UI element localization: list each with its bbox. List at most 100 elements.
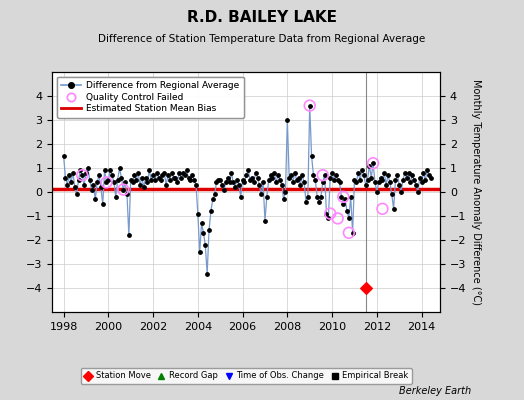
Point [304,194,312,200]
Point [391,177,400,183]
Point [328,170,336,176]
Point [389,206,398,212]
Point [145,167,154,174]
Point [72,191,81,198]
Point [341,196,350,202]
Point [136,182,144,188]
Point [274,172,282,178]
Point [276,177,284,183]
Point [65,172,73,178]
Point [384,172,392,178]
Point [205,227,213,234]
Point [339,201,347,207]
Point [121,179,129,186]
Point [89,182,97,188]
Point [298,172,307,178]
Point [369,160,377,166]
Point [311,177,320,183]
Point [85,177,94,183]
Point [402,174,411,181]
Point [164,172,172,178]
Point [194,210,202,217]
Point [71,184,79,190]
Point [117,174,126,181]
Point [156,177,165,183]
Point [393,172,401,178]
Point [223,174,232,181]
Point [102,179,111,186]
Point [296,182,304,188]
Point [337,194,346,200]
Point [162,182,170,188]
Point [278,182,286,188]
Point [308,153,316,159]
Point [413,189,422,195]
Point [130,172,139,178]
Point [206,208,215,214]
Point [365,162,374,169]
Point [412,182,420,188]
Point [265,177,273,183]
Point [82,170,90,176]
Text: Berkeley Earth: Berkeley Earth [399,386,472,396]
Point [203,270,211,277]
Point [343,208,351,214]
Point [248,174,256,181]
Point [125,232,133,238]
Point [354,170,363,176]
Point [287,172,295,178]
Text: Difference of Station Temperature Data from Regional Average: Difference of Station Temperature Data f… [99,34,425,44]
Point [181,172,189,178]
Legend: Station Move, Record Gap, Time of Obs. Change, Empirical Break: Station Move, Record Gap, Time of Obs. C… [81,368,412,384]
Point [309,172,318,178]
Point [149,172,157,178]
Point [367,174,375,181]
Point [302,198,310,205]
Point [244,167,253,174]
Point [220,186,228,193]
Point [270,170,278,176]
Point [246,177,254,183]
Point [339,194,347,200]
Point [427,174,435,181]
Point [249,179,258,186]
Point [201,242,210,248]
Point [177,174,185,181]
Point [330,177,338,183]
Point [123,191,131,198]
Point [175,170,183,176]
Point [333,215,342,222]
Point [421,177,430,183]
Point [63,182,71,188]
Point [119,186,127,193]
Point [80,182,89,188]
Point [190,177,198,183]
Point [231,184,239,190]
Point [95,172,103,178]
Point [216,177,224,183]
Point [78,172,86,178]
Point [102,179,111,186]
Point [61,174,70,181]
Y-axis label: Monthly Temperature Anomaly Difference (°C): Monthly Temperature Anomaly Difference (… [471,79,481,305]
Point [283,117,291,123]
Point [151,177,159,183]
Point [326,210,334,217]
Point [59,153,68,159]
Point [322,210,331,217]
Point [419,170,428,176]
Point [78,172,86,178]
Point [268,174,277,181]
Point [108,172,116,178]
Point [235,182,243,188]
Point [371,179,379,186]
Point [255,182,264,188]
Point [362,285,370,291]
Point [292,177,301,183]
Point [152,170,161,176]
Point [253,174,261,181]
Point [332,172,340,178]
Point [155,174,163,181]
Point [319,179,327,186]
Point [69,170,77,176]
